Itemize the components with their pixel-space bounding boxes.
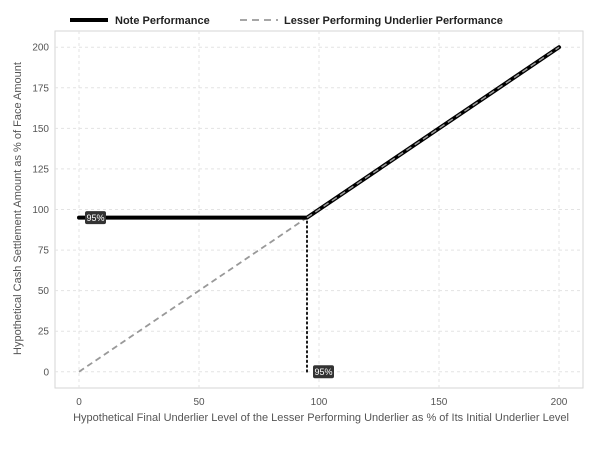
y-tick-label: 0	[43, 367, 49, 378]
y-tick-label: 100	[32, 205, 49, 216]
y-axis-label: Hypothetical Cash Settlement Amount as %…	[12, 62, 24, 355]
legend-item-note: Note Performance	[70, 15, 210, 27]
legend-label-note: Note Performance	[115, 15, 210, 27]
annotation-text: 95%	[86, 213, 104, 223]
y-tick-label: 150	[32, 124, 49, 135]
y-tick-label: 25	[38, 327, 50, 338]
x-tick-label: 150	[431, 397, 448, 408]
annotation-box	[313, 365, 334, 379]
series-layer	[77, 45, 561, 373]
legend-item-underlier: Lesser Performing Underlier Performance	[240, 15, 503, 27]
series-line-underlier-overlay	[306, 46, 560, 219]
x-axis-label: Hypothetical Final Underlier Level of th…	[73, 412, 569, 424]
annotation-label: 95%	[85, 211, 106, 225]
annotation-label: 95%	[313, 365, 334, 379]
legend: Note Performance Lesser Performing Underl…	[70, 15, 503, 27]
y-tick-label: 50	[38, 286, 50, 297]
legend-label-underlier: Lesser Performing Underlier Performance	[284, 15, 503, 27]
y-tick-label: 75	[38, 246, 50, 257]
y-tick-label: 125	[32, 164, 49, 175]
y-tick-label: 200	[32, 43, 49, 54]
x-tick-label: 0	[76, 397, 82, 408]
x-tick-label: 50	[193, 397, 205, 408]
y-tick-label: 175	[32, 83, 49, 94]
annotation-layer: 95% 95%	[85, 211, 334, 379]
annotation-box	[85, 211, 106, 225]
x-tick-label: 200	[551, 397, 568, 408]
x-axis-ticks: 0 50 100 150 200	[76, 397, 568, 408]
x-tick-label: 100	[311, 397, 328, 408]
annotation-text: 95%	[314, 367, 332, 377]
y-axis-ticks: 0 25 50 75 100 125 150 175 200	[32, 43, 49, 379]
